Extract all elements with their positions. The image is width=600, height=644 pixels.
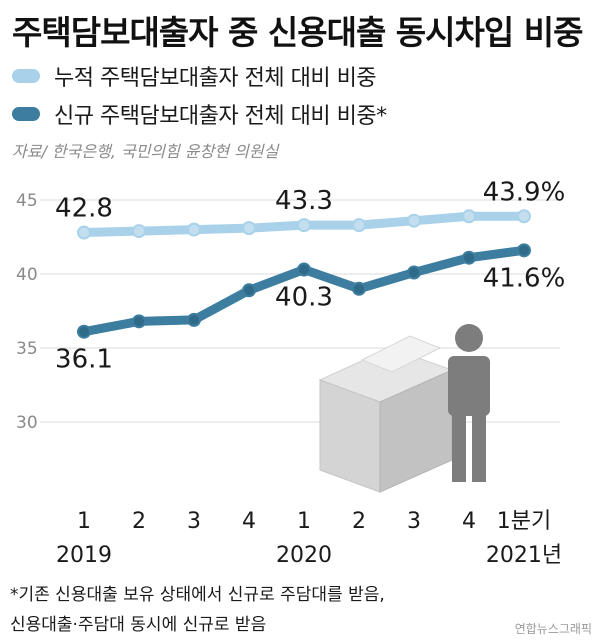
legend-label-new: 신규 주택담보대출자 전체 대비 비중*	[54, 104, 387, 129]
data-label-cumulative: 43.9%	[483, 177, 566, 207]
data-point-new	[407, 265, 421, 280]
data-point-cumulative	[77, 225, 91, 240]
legend-swatch-cumulative	[12, 69, 40, 83]
data-point-cumulative	[297, 218, 311, 233]
footnote-line-2: 신용대출·주담대 동시에 신규로 받음	[10, 615, 267, 635]
x-year-label: 2020	[276, 543, 332, 568]
x-tick-label: 4	[462, 509, 476, 534]
data-point-cumulative	[187, 222, 201, 237]
x-tick-label: 1	[77, 509, 91, 534]
x-tick-label: 3	[187, 509, 201, 534]
x-year-label: 2019	[56, 543, 112, 568]
x-tick-label: 3	[407, 509, 421, 534]
x-tick-label: 4	[242, 509, 256, 534]
x-year-label: 2021년	[486, 543, 562, 568]
data-point-cumulative	[517, 209, 531, 224]
y-tick-label: 30	[16, 413, 38, 433]
illustration-desk-person	[318, 324, 490, 493]
y-tick-label: 35	[16, 339, 38, 359]
data-point-new	[517, 243, 531, 258]
data-point-new	[242, 283, 256, 298]
data-point-cumulative	[242, 221, 256, 236]
credit-label: 연합뉴스그래픽	[514, 622, 592, 636]
chart-title: 주택담보대출자 중 신용대출 동시차입 비중	[12, 13, 583, 52]
legend-item-new: 신규 주택담보대출자 전체 대비 비중*	[12, 98, 387, 130]
data-label-cumulative: 43.3	[275, 186, 333, 216]
person-leg-left	[452, 412, 466, 482]
x-tick-label: 2	[132, 509, 146, 534]
person-head	[455, 324, 483, 352]
legend-item-cumulative: 누적 주택담보대출자 전체 대비 비중	[12, 60, 377, 92]
y-tick-label: 45	[16, 191, 38, 211]
data-label-new: 41.6%	[483, 263, 566, 293]
legend-label-cumulative: 누적 주택담보대출자 전체 대비 비중	[54, 66, 377, 91]
x-tick-label: 1	[297, 509, 311, 534]
footnote: *기존 신용대출 보유 상태에서 신규로 주담대를 받음, 신용대출·주담대 동…	[10, 580, 385, 640]
data-point-new	[297, 262, 311, 277]
data-point-cumulative	[407, 213, 421, 228]
data-point-cumulative	[132, 224, 146, 239]
data-point-cumulative	[462, 209, 476, 224]
y-tick-label: 40	[16, 265, 38, 285]
data-point-new	[462, 250, 476, 265]
line-chart: 30 35 40 45 42.8 43.3 43.9% 36.1 40.3 41.6% 1 2 3 4 1 2…	[16, 177, 566, 568]
person-leg-right	[472, 412, 486, 482]
data-point-cumulative	[352, 218, 366, 233]
monitor	[360, 335, 442, 373]
data-label-new: 36.1	[55, 345, 113, 375]
legend-swatch-new	[12, 107, 40, 121]
data-label-cumulative: 42.8	[55, 194, 113, 224]
data-point-new	[132, 314, 146, 329]
x-tick-label: 2	[352, 509, 366, 534]
person-body	[448, 356, 490, 416]
data-label-new: 40.3	[275, 283, 333, 313]
x-tick-label: 1분기	[497, 509, 551, 534]
footnote-line-1: *기존 신용대출 보유 상태에서 신규로 주담대를 받음,	[10, 585, 385, 605]
data-point-new	[77, 324, 91, 339]
data-point-new	[187, 312, 201, 327]
data-point-new	[352, 281, 366, 296]
source-note: 자료/ 한국은행, 국민의힘 윤창현 의원실	[12, 142, 279, 161]
